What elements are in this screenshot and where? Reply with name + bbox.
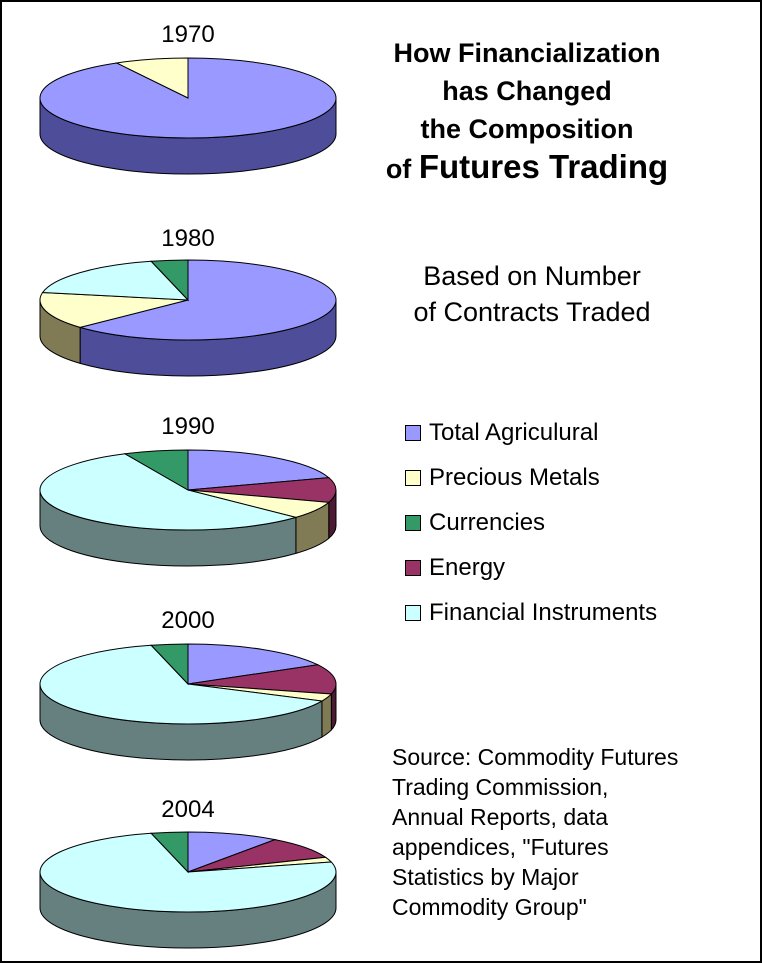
source-line: Statistics by Major	[392, 864, 579, 890]
pie-2000: 2000	[39, 607, 337, 761]
legend-label: Energy	[429, 553, 506, 581]
legend: Total Agriculural Precious Metals Curren…	[405, 410, 657, 635]
pie-slice-financial-instruments	[39, 453, 298, 531]
source-line: Source: Commodity Futures	[392, 744, 679, 770]
pie-year-label: 2000	[161, 607, 214, 634]
title-emphasis: Futures Trading	[418, 148, 669, 185]
legend-item: Total Agriculural	[405, 410, 657, 455]
pie-year-label: 2004	[161, 796, 214, 823]
legend-item: Energy	[405, 545, 657, 590]
title-line: the Composition	[420, 114, 634, 144]
pie-1980: 1980	[39, 225, 337, 377]
title-line: has Changed	[442, 76, 612, 106]
title-prefix: of	[385, 154, 412, 184]
title-line: How Financialization	[393, 38, 661, 68]
pie-slice-total-agricular	[187, 831, 277, 873]
pie-year-label: 1970	[161, 21, 214, 48]
pie-slice-currencies	[150, 831, 189, 874]
source-line: appendices, "Futures	[392, 834, 609, 860]
pie-slice-currencies	[123, 449, 189, 491]
subtitle-line: of Contracts Traded	[413, 297, 651, 327]
legend-item: Financial Instruments	[405, 590, 657, 635]
pie-slice-precious-metals	[115, 57, 189, 99]
pie-year-label: 1980	[161, 225, 214, 252]
pie-slice-total-agricular	[187, 643, 320, 685]
legend-label: Currencies	[429, 508, 546, 536]
legend-swatch	[405, 424, 421, 441]
pie-slice-total-agricular	[78, 259, 337, 341]
legend-swatch	[405, 559, 421, 576]
title-line: of Futures Trading	[342, 148, 712, 188]
source-line: Commodity Group"	[392, 894, 587, 920]
subtitle-line: Based on Number	[423, 261, 641, 291]
pie-slice-energy	[187, 664, 337, 695]
pie-slice-energy	[187, 477, 337, 503]
legend-label: Total Agriculural	[429, 418, 599, 446]
pie-1990: 1990	[39, 413, 337, 567]
pie-slice-currencies	[150, 643, 189, 686]
pie-1970: 1970	[39, 21, 337, 175]
chart-subtitle: Based on Number of Contracts Traded	[372, 258, 692, 330]
legend-label: Financial Instruments	[429, 598, 658, 626]
legend-label: Precious Metals	[429, 463, 600, 491]
legend-swatch	[405, 469, 421, 486]
pie-slice-total-agricular	[187, 449, 331, 491]
pie-slice-financial-instruments	[41, 260, 190, 301]
legend-item: Currencies	[405, 500, 657, 545]
chart-title: How Financialization has Changed the Com…	[342, 34, 712, 188]
source-note: Source: Commodity Futures Trading Commis…	[392, 742, 752, 922]
pie-slice-precious-metals	[39, 291, 189, 328]
pie-year-label: 1990	[161, 413, 214, 440]
pie-slice-currencies	[150, 259, 189, 302]
legend-item: Precious Metals	[405, 455, 657, 500]
pie-slice-financial-instruments	[39, 644, 324, 725]
source-line: Trading Commission,	[392, 774, 609, 800]
source-line: Annual Reports, data	[392, 804, 609, 830]
legend-swatch	[405, 604, 421, 621]
legend-swatch	[405, 514, 421, 531]
pie-2004: 2004	[39, 796, 337, 949]
